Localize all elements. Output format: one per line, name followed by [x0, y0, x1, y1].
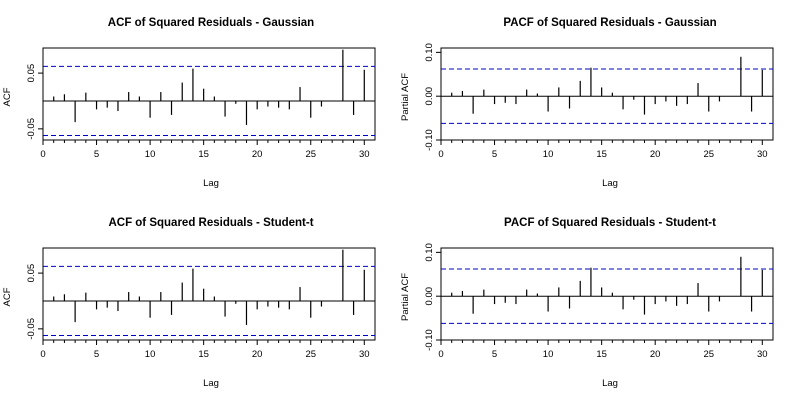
plot-area: 0 5 10 15 20 25 30 -0.10 0.00 0.10	[424, 243, 774, 360]
x-tick-label: 10	[145, 149, 156, 160]
x-tick-label: 0	[438, 349, 443, 360]
x-axis-label: Lag	[602, 378, 618, 389]
y-tick-label: 0.05	[26, 64, 37, 83]
x-tick-label: 5	[492, 149, 497, 160]
x-tick-label: 30	[757, 149, 768, 160]
y-tick-label: -0.05	[26, 318, 37, 340]
x-tick-label: 15	[198, 149, 209, 160]
y-axis-label: Partial ACF	[400, 73, 411, 121]
x-tick-label: 20	[650, 349, 661, 360]
y-axis-label: Partial ACF	[400, 273, 411, 321]
x-tick-label: 25	[305, 149, 316, 160]
y-tick-label: -0.05	[26, 118, 37, 140]
plot-frame	[42, 47, 376, 141]
plot-area: 0 5 10 15 20 25 30 -0.05 0.05	[26, 47, 376, 160]
y-tick-label: 0.00	[424, 287, 435, 306]
plot-area: 0 5 10 15 20 25 30 -0.10 0.00 0.10	[424, 43, 774, 160]
x-tick-label: 20	[252, 149, 263, 160]
panel-pacf-student-t: PACF of Squared Residuals - Student-t Pa…	[400, 217, 774, 389]
x-tick-label: 25	[305, 349, 316, 360]
y-tick-label: 0.05	[26, 264, 37, 283]
x-tick-label: 5	[492, 349, 497, 360]
x-tick-label: 30	[359, 149, 370, 160]
x-tick-label: 20	[252, 349, 263, 360]
y-axis-label: ACF	[2, 287, 13, 306]
x-tick-label: 10	[543, 149, 554, 160]
y-axis-label: ACF	[2, 87, 13, 106]
chart-title: ACF of Squared Residuals - Student-t	[108, 217, 313, 229]
x-tick-label: 25	[703, 349, 714, 360]
y-tick-label: 0.10	[424, 243, 435, 262]
x-axis-label: Lag	[203, 378, 219, 389]
x-tick-label: 15	[596, 149, 607, 160]
x-axis-label: Lag	[203, 178, 219, 189]
x-tick-label: 0	[40, 149, 45, 160]
panel-acf-gaussian: ACF of Squared Residuals - Gaussian ACF …	[2, 17, 376, 189]
plot-frame	[42, 247, 376, 341]
panel-acf-student-t: ACF of Squared Residuals - Student-t ACF…	[2, 217, 376, 389]
chart-title: ACF of Squared Residuals - Gaussian	[108, 17, 314, 29]
x-tick-label: 15	[596, 349, 607, 360]
x-tick-label: 5	[94, 349, 99, 360]
x-tick-label: 10	[543, 349, 554, 360]
x-axis-label: Lag	[602, 178, 618, 189]
x-tick-label: 30	[359, 349, 370, 360]
plot-area: 0 5 10 15 20 25 30 -0.05 0.05	[26, 247, 376, 360]
y-tick-label: -0.10	[424, 329, 435, 351]
y-tick-label: 0.10	[424, 43, 435, 62]
x-tick-label: 10	[145, 349, 156, 360]
plot-frame	[440, 47, 774, 141]
x-tick-label: 30	[757, 349, 768, 360]
y-tick-label: 0.00	[424, 87, 435, 106]
y-tick-label: -0.10	[424, 129, 435, 151]
chart-title: PACF of Squared Residuals - Student-t	[504, 217, 716, 229]
x-tick-label: 0	[40, 349, 45, 360]
chart-title: PACF of Squared Residuals - Gaussian	[503, 17, 716, 29]
panel-pacf-gaussian: PACF of Squared Residuals - Gaussian Par…	[400, 17, 774, 189]
x-tick-label: 0	[438, 149, 443, 160]
x-tick-label: 5	[94, 149, 99, 160]
plot-frame	[440, 247, 774, 341]
x-tick-label: 15	[198, 349, 209, 360]
x-tick-label: 25	[703, 149, 714, 160]
x-tick-label: 20	[650, 149, 661, 160]
